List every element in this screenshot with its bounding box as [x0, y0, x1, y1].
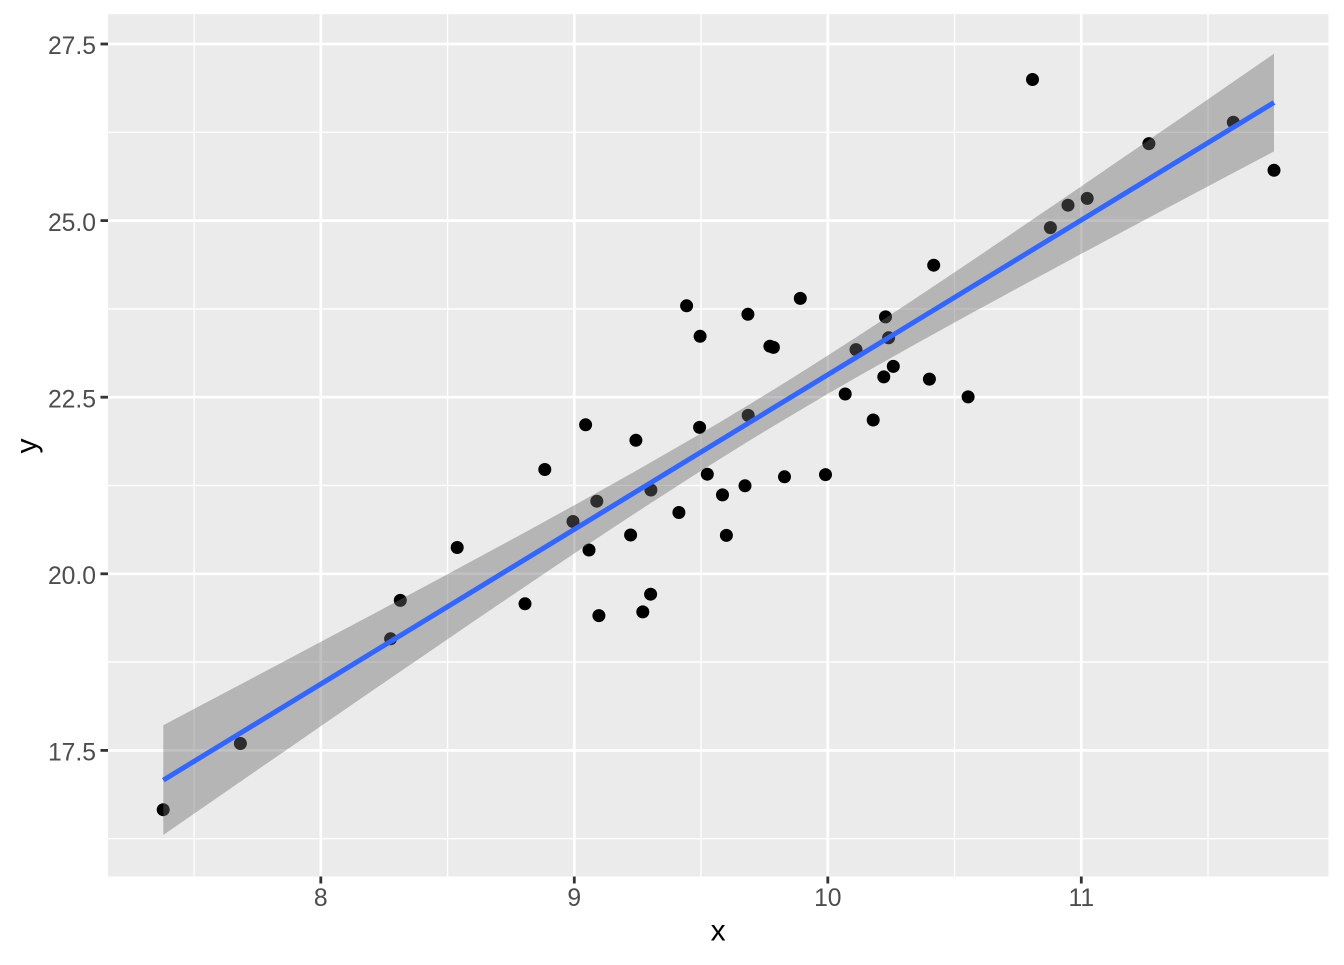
svg-text:y: y	[10, 439, 43, 454]
svg-text:22.5: 22.5	[48, 386, 96, 413]
svg-text:25.0: 25.0	[48, 210, 96, 237]
svg-text:8: 8	[314, 885, 328, 912]
svg-text:11: 11	[1068, 885, 1094, 912]
svg-text:9: 9	[567, 885, 581, 912]
svg-text:10: 10	[814, 885, 841, 912]
svg-text:20.0: 20.0	[48, 563, 96, 590]
svg-text:x: x	[711, 915, 726, 948]
svg-text:27.5: 27.5	[48, 33, 96, 60]
svg-text:17.5: 17.5	[48, 740, 96, 767]
